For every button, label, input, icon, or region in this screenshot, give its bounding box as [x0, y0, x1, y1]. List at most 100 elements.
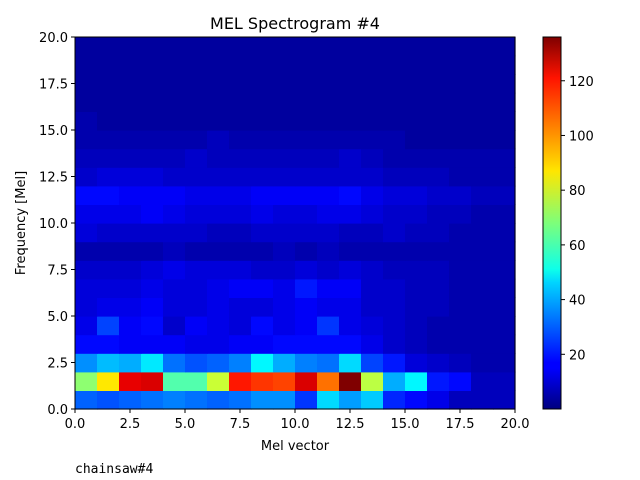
heatmap-cell — [75, 130, 98, 150]
y-tick-label: 20.0 — [39, 31, 68, 46]
heatmap-cell — [207, 185, 230, 205]
heatmap-cell — [295, 278, 318, 298]
heatmap-cell — [251, 130, 274, 150]
heatmap-cell — [119, 334, 142, 354]
heatmap-cell — [405, 130, 428, 150]
heatmap-cell — [119, 55, 142, 75]
heatmap-cell — [75, 148, 98, 168]
heatmap-cell — [75, 204, 98, 224]
heatmap-cell — [361, 148, 384, 168]
heatmap-cell — [471, 297, 494, 317]
colorbar-tick-label: 40 — [569, 294, 586, 309]
heatmap-cell — [141, 204, 164, 224]
heatmap-cell — [361, 241, 384, 261]
heatmap-cell — [361, 185, 384, 205]
heatmap-cell — [317, 55, 340, 75]
colorbar-frame — [542, 36, 562, 410]
heatmap-cell — [471, 316, 494, 336]
heatmap-cell — [361, 92, 384, 112]
heatmap-cell — [383, 334, 406, 354]
heatmap-cell — [405, 111, 428, 131]
heatmap-cell — [317, 185, 340, 205]
heatmap-cell — [119, 223, 142, 243]
heatmap-cell — [97, 185, 120, 205]
heatmap-cell — [449, 92, 472, 112]
heatmap-cell — [141, 185, 164, 205]
heatmap-cell — [449, 353, 472, 373]
heatmap-cell — [163, 260, 186, 280]
heatmap-cell — [119, 297, 142, 317]
heatmap-cell — [251, 316, 274, 336]
heatmap-cell — [75, 260, 98, 280]
heatmap-cell — [229, 185, 252, 205]
y-tick-label: 5.0 — [47, 310, 68, 325]
heatmap-cell — [339, 316, 362, 336]
heatmap-cell — [405, 260, 428, 280]
heatmap-cell — [185, 241, 208, 261]
heatmap-cell — [207, 316, 230, 336]
heatmap-cell — [251, 353, 274, 373]
heatmap-cell — [471, 204, 494, 224]
heatmap-cell — [471, 111, 494, 131]
heatmap-cell — [229, 297, 252, 317]
heatmap-cell — [119, 241, 142, 261]
heatmap-cell — [317, 241, 340, 261]
heatmap-cell — [449, 278, 472, 298]
heatmap-cell — [383, 260, 406, 280]
heatmap-cell — [229, 371, 252, 391]
x-tick-label: 7.5 — [230, 417, 251, 432]
heatmap-cell — [493, 371, 516, 391]
heatmap-cell — [185, 390, 208, 410]
heatmap-cell — [339, 371, 362, 391]
heatmap-cell — [119, 371, 142, 391]
heatmap-cell — [339, 130, 362, 150]
heatmap-cell — [427, 223, 450, 243]
heatmap-cell — [449, 55, 472, 75]
heatmap-cell — [471, 55, 494, 75]
heatmap-cell — [141, 353, 164, 373]
heatmap-cell — [185, 55, 208, 75]
heatmap-cell — [141, 37, 164, 57]
y-tick-label: 12.5 — [39, 171, 68, 186]
heatmap-cell — [493, 111, 516, 131]
heatmap-cell — [405, 55, 428, 75]
heatmap-cell — [163, 278, 186, 298]
heatmap-cell — [427, 37, 450, 57]
heatmap-cell — [317, 148, 340, 168]
heatmap-cell — [405, 316, 428, 336]
heatmap-cell — [427, 148, 450, 168]
heatmap-cell — [185, 74, 208, 94]
heatmap-cell — [207, 130, 230, 150]
x-axis: 0.0 2.5 5.0 7.5 10.0 12.5 15.0 17.5 20.0 — [65, 409, 529, 432]
heatmap-cell — [273, 223, 296, 243]
y-tick-label: 7.5 — [47, 264, 68, 279]
heatmap-cell — [295, 204, 318, 224]
heatmap-cell — [339, 37, 362, 57]
heatmap-cell — [449, 167, 472, 187]
heatmap-cell — [383, 167, 406, 187]
heatmap-cell — [471, 130, 494, 150]
heatmap-cell — [449, 334, 472, 354]
heatmap-cell — [251, 334, 274, 354]
heatmap-cell — [317, 223, 340, 243]
heatmap-cell — [273, 334, 296, 354]
heatmap-cell — [97, 371, 120, 391]
heatmap-cell — [251, 278, 274, 298]
caption-label: chainsaw#4 — [75, 462, 154, 477]
heatmap-cell — [273, 37, 296, 57]
heatmap-cell — [317, 167, 340, 187]
heatmap-cell — [229, 390, 252, 410]
heatmap-cell — [141, 334, 164, 354]
heatmap-cell — [141, 111, 164, 131]
heatmap-cell — [75, 297, 98, 317]
heatmap-cell — [163, 37, 186, 57]
x-axis-label: Mel vector — [261, 439, 330, 454]
heatmap-cell — [361, 371, 384, 391]
heatmap-cell — [185, 130, 208, 150]
heatmap-cell — [295, 37, 318, 57]
heatmap-cell — [185, 278, 208, 298]
heatmap-cell — [141, 390, 164, 410]
heatmap-cell — [207, 111, 230, 131]
heatmap-cell — [317, 297, 340, 317]
heatmap-cell — [295, 148, 318, 168]
